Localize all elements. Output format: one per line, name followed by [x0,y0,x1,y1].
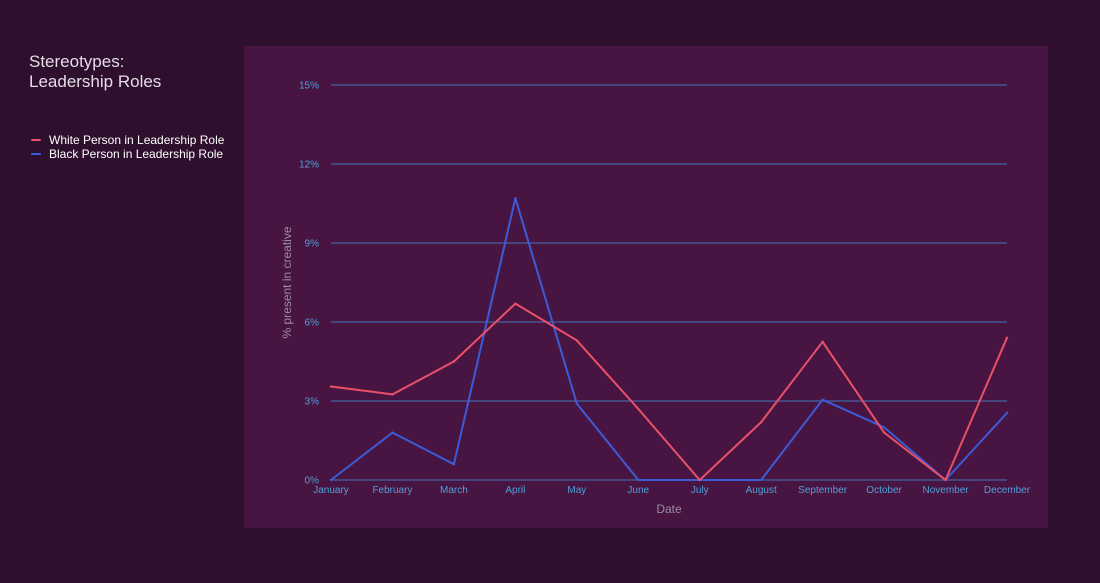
x-tick-label-1: February [372,485,412,496]
series-0-point-2 [452,360,456,363]
x-tick-label-7: August [746,485,777,496]
series-1-point-2 [452,463,456,466]
series-line-0 [330,302,1008,481]
chart-title-line-2: Leadership Roles [29,72,162,91]
x-tick-label-5: June [627,485,649,496]
chart-title-line-1: Stereotypes: [29,52,125,71]
legend-item-white[interactable]: White Person in Leadership Role [31,133,224,147]
chart-title: Stereotypes: Leadership Roles [29,52,161,92]
y-tick-label-3: 9% [305,239,320,250]
series-1-point-1 [391,431,394,434]
series-0-point-4 [575,339,579,342]
series-1-point-5 [637,478,640,482]
series-0-point-6 [698,478,701,482]
legend-label-black: Black Person in Leadership Role [49,147,224,161]
series-1-point-4 [575,402,579,405]
series-1-point-0 [329,478,333,482]
series-1-point-9 [882,426,886,429]
legend-label-white: White Person in Leadership Role [49,133,225,147]
x-tick-label-11: December [984,485,1031,496]
y-tick-label-0: 0% [305,476,320,487]
x-tick-label-6: July [691,485,709,496]
chart-panel: 0% 3% 6% 9% 12% 15% January February March April M… [244,46,1048,528]
x-tick-label-10: November [922,485,969,496]
series-0-point-11 [1005,336,1009,339]
legend-swatch-black [31,153,41,155]
y-tick-label-4: 12% [299,160,319,171]
series-0-point-7 [759,420,763,424]
x-axis-title: Date [656,502,682,516]
y-axis-title: % present in creative [280,226,294,338]
series-0-point-10 [944,478,947,482]
legend-swatch-white [31,139,41,141]
x-tick-label-0: January [313,485,349,496]
series-1-point-7 [759,478,763,482]
x-tick-label-8: September [798,485,848,496]
chart-legend: White Person in Leadership Role Black Pe… [31,133,224,161]
y-tick-label-5: 15% [299,81,319,92]
series-1-point-3 [514,197,517,200]
x-tick-label-3: April [505,485,525,496]
series-0-point-5 [637,407,640,411]
y-tick-label-2: 6% [305,318,320,329]
y-tick-label-1: 3% [305,397,320,408]
series-line-1 [330,197,1008,481]
series-1-point-11 [1005,411,1009,415]
x-tick-label-4: May [567,485,586,496]
legend-item-black[interactable]: Black Person in Leadership Role [31,147,224,161]
x-tick-label-2: March [440,485,468,496]
series-0-point-1 [391,393,394,396]
series-0-point-9 [882,431,886,434]
line-chart: 0% 3% 6% 9% 12% 15% January February March April M… [280,81,1031,517]
series-0-point-8 [821,340,824,343]
series-1-point-8 [821,398,824,401]
series-0-point-3 [514,302,517,305]
x-tick-label-9: October [866,485,902,496]
series-0-point-0 [329,385,333,388]
